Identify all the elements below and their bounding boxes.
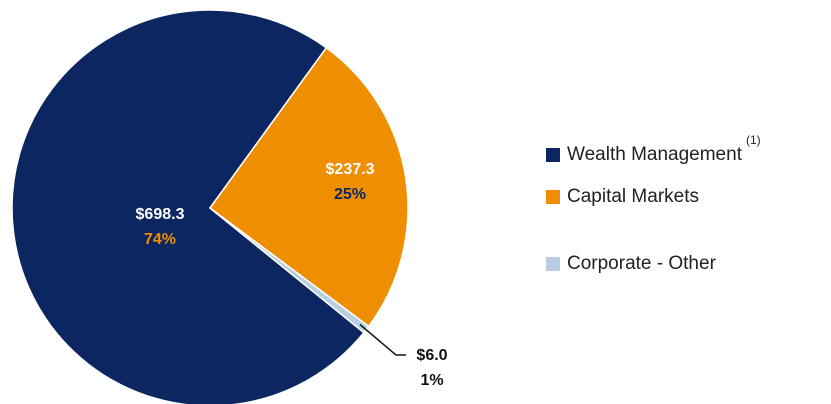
legend-label: Wealth Management: [567, 144, 743, 165]
legend-swatch: [546, 257, 560, 271]
legend-label: Capital Markets: [567, 186, 699, 207]
legend-swatch: [546, 148, 560, 162]
percent-label: 25%: [334, 186, 366, 203]
legend-label: Corporate - Other: [567, 253, 717, 274]
pie-slice: [11, 9, 365, 404]
value-label: $237.3: [326, 161, 375, 178]
legend-superscript: (1): [746, 133, 761, 147]
value-label: $698.3: [136, 206, 185, 223]
legend-swatch: [546, 190, 560, 204]
percent-label: 74%: [144, 231, 176, 248]
value-label: $6.0: [416, 347, 447, 364]
leader-line: [359, 324, 406, 356]
percent-label: 1%: [420, 372, 443, 389]
pie-slice: [208, 46, 409, 328]
